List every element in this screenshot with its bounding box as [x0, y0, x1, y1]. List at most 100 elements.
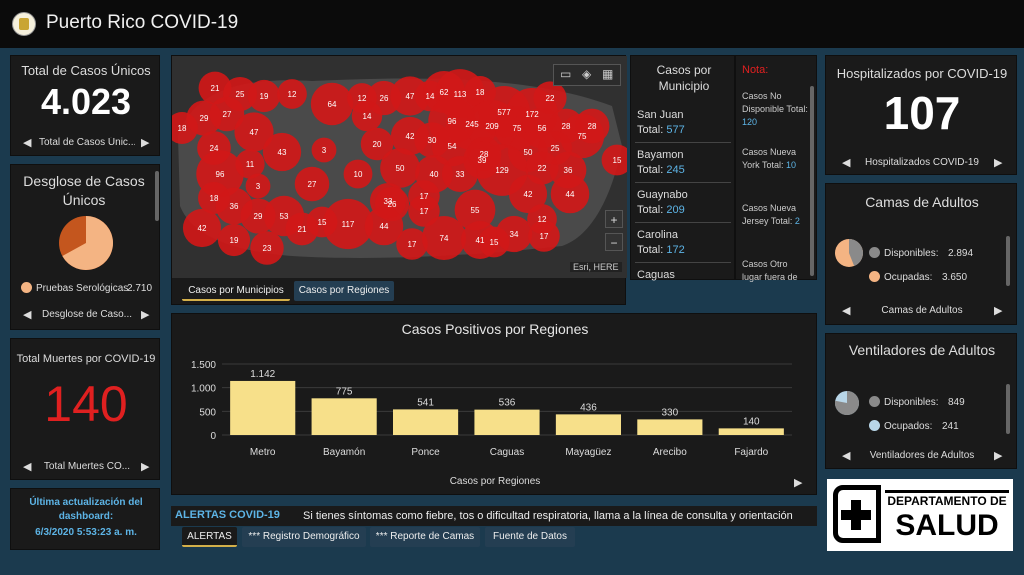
case-bubble-label: 96: [448, 117, 457, 126]
case-bubble[interactable]: [234, 112, 274, 152]
tab-registro-demografico[interactable]: *** Registro Demográfico: [242, 527, 366, 547]
next-arrow-icon[interactable]: ▶: [994, 157, 1003, 169]
zoom-out-button[interactable]: −: [605, 233, 623, 251]
case-bubble-label: 47: [250, 128, 259, 137]
prev-arrow-icon[interactable]: ◀: [23, 461, 32, 473]
beds-scrollbar[interactable]: [1006, 236, 1010, 286]
zoom-in-button[interactable]: +: [605, 210, 623, 228]
case-bubble[interactable]: [310, 82, 354, 126]
tab-alertas[interactable]: ALERTAS: [182, 527, 237, 547]
next-arrow-icon[interactable]: ▶: [141, 461, 150, 473]
prev-arrow-icon[interactable]: ◀: [842, 450, 851, 462]
x-tick-label: Metro: [250, 447, 276, 458]
ventilators-scrollbar[interactable]: [1006, 384, 1010, 434]
bookmark-icon[interactable]: ▭: [560, 67, 572, 81]
municipality-total: Total: 577: [637, 124, 685, 136]
case-bubble[interactable]: [396, 228, 428, 260]
alerts-message: Si tienes síntomas como fiebre, tos o di…: [303, 510, 793, 522]
tab-reporte-de-camas[interactable]: *** Reporte de Camas: [370, 527, 480, 547]
case-bubble-label: 18: [178, 124, 187, 133]
case-bubble[interactable]: [294, 166, 330, 202]
ventilators-nav-label: Ventiladores de Adultos: [869, 450, 975, 461]
municipality-list-item[interactable]: San Juan Total: 577: [637, 108, 685, 138]
case-bubble-label: 245: [465, 120, 479, 129]
bar: [474, 409, 540, 435]
pr-seal-icon: [12, 12, 36, 36]
prev-arrow-icon[interactable]: ◀: [23, 137, 32, 149]
case-bubble-label: 36: [230, 202, 239, 211]
next-arrow-icon[interactable]: ▶: [141, 309, 150, 321]
case-bubble[interactable]: [172, 112, 198, 144]
case-bubble-label: 14: [363, 112, 372, 121]
case-bubble[interactable]: [421, 215, 467, 261]
case-bubble[interactable]: [360, 127, 394, 161]
case-bubble-label: 14: [426, 92, 435, 101]
case-bubble[interactable]: [508, 174, 548, 214]
hospitalized-value: 107: [883, 87, 961, 139]
case-bubble[interactable]: [250, 231, 284, 265]
case-bubble-label: 21: [211, 84, 220, 93]
municipality-list-item[interactable]: Guaynabo Total: 209: [637, 188, 688, 218]
case-bubble-label: 27: [223, 110, 232, 119]
note-scrollbar[interactable]: [810, 86, 814, 276]
case-bubble-label: 10: [354, 170, 363, 179]
breakdown-scrollbar[interactable]: [155, 171, 159, 221]
qr-grid-icon[interactable]: ▦: [602, 67, 614, 81]
case-bubble[interactable]: [343, 159, 373, 189]
municipality-list-item[interactable]: Caguas: [637, 268, 675, 283]
case-bubble[interactable]: [322, 198, 374, 250]
next-arrow-icon[interactable]: ▶: [141, 137, 150, 149]
case-bubble[interactable]: [364, 206, 404, 246]
prev-arrow-icon[interactable]: ◀: [842, 157, 851, 169]
x-tick-label: Bayamón: [323, 447, 365, 458]
pie-slice-main: [835, 391, 859, 415]
case-bubble-label: 18: [476, 88, 485, 97]
case-bubble[interactable]: [495, 215, 533, 253]
municipality-name: Bayamon: [637, 149, 684, 161]
ventilators-occupied-dot: [869, 420, 880, 431]
tab-fuente-de-datos[interactable]: Fuente de Datos: [485, 527, 575, 547]
beds-nav-label: Camas de Adultos: [881, 305, 963, 316]
beds-available-value: 2.894: [948, 248, 974, 259]
bar-value-label: 775: [336, 386, 353, 397]
ventilators-title: Ventiladores de Adultos: [848, 342, 996, 358]
case-bubble[interactable]: [351, 100, 383, 132]
case-bubble[interactable]: [454, 189, 496, 231]
case-bubble-label: 21: [298, 225, 307, 234]
prev-arrow-icon[interactable]: ◀: [23, 309, 32, 321]
next-arrow-icon[interactable]: ▶: [794, 477, 803, 489]
prev-arrow-icon[interactable]: ◀: [842, 305, 851, 317]
case-bubble[interactable]: [408, 195, 440, 227]
bar-value-label: 541: [417, 397, 434, 408]
case-bubble[interactable]: [311, 137, 337, 163]
x-tick-label: Mayagüez: [565, 447, 611, 458]
case-bubble[interactable]: [550, 174, 590, 214]
note-item: Casos Nueva Jersey Total: 2: [742, 203, 800, 226]
pie-slice-main: [62, 216, 113, 270]
tab-casos-por-municipios[interactable]: Casos por Municipios: [182, 281, 290, 301]
tab-casos-por-regiones[interactable]: Casos por Regiones: [294, 281, 394, 301]
next-arrow-icon[interactable]: ▶: [994, 450, 1003, 462]
municipality-list-item[interactable]: Carolina Total: 172: [637, 228, 685, 258]
case-bubble[interactable]: [277, 79, 307, 109]
case-bubble-label: 42: [524, 190, 533, 199]
case-bubble[interactable]: [245, 173, 271, 199]
case-bubble[interactable]: [217, 223, 251, 257]
case-bubble[interactable]: [601, 144, 627, 176]
municipality-list-item[interactable]: Bayamon Total: 245: [637, 148, 685, 178]
case-bubble[interactable]: [441, 155, 479, 193]
layers-icon[interactable]: ◈: [582, 67, 592, 81]
case-bubble[interactable]: [528, 220, 560, 252]
case-bubble[interactable]: [262, 132, 302, 172]
note-item: Casos Nueva York Total: 10: [742, 147, 797, 170]
case-bubble[interactable]: [182, 208, 222, 248]
municipality-name: San Juan: [637, 109, 684, 121]
case-bubble[interactable]: [247, 79, 281, 113]
case-bubble-label: 15: [613, 156, 622, 165]
case-bubble[interactable]: [209, 96, 245, 132]
case-bubble[interactable]: [574, 108, 610, 144]
case-bubble[interactable]: [380, 148, 420, 188]
salud-logo: DEPARTAMENTO DE SALUD: [827, 479, 1013, 551]
next-arrow-icon[interactable]: ▶: [994, 305, 1003, 317]
